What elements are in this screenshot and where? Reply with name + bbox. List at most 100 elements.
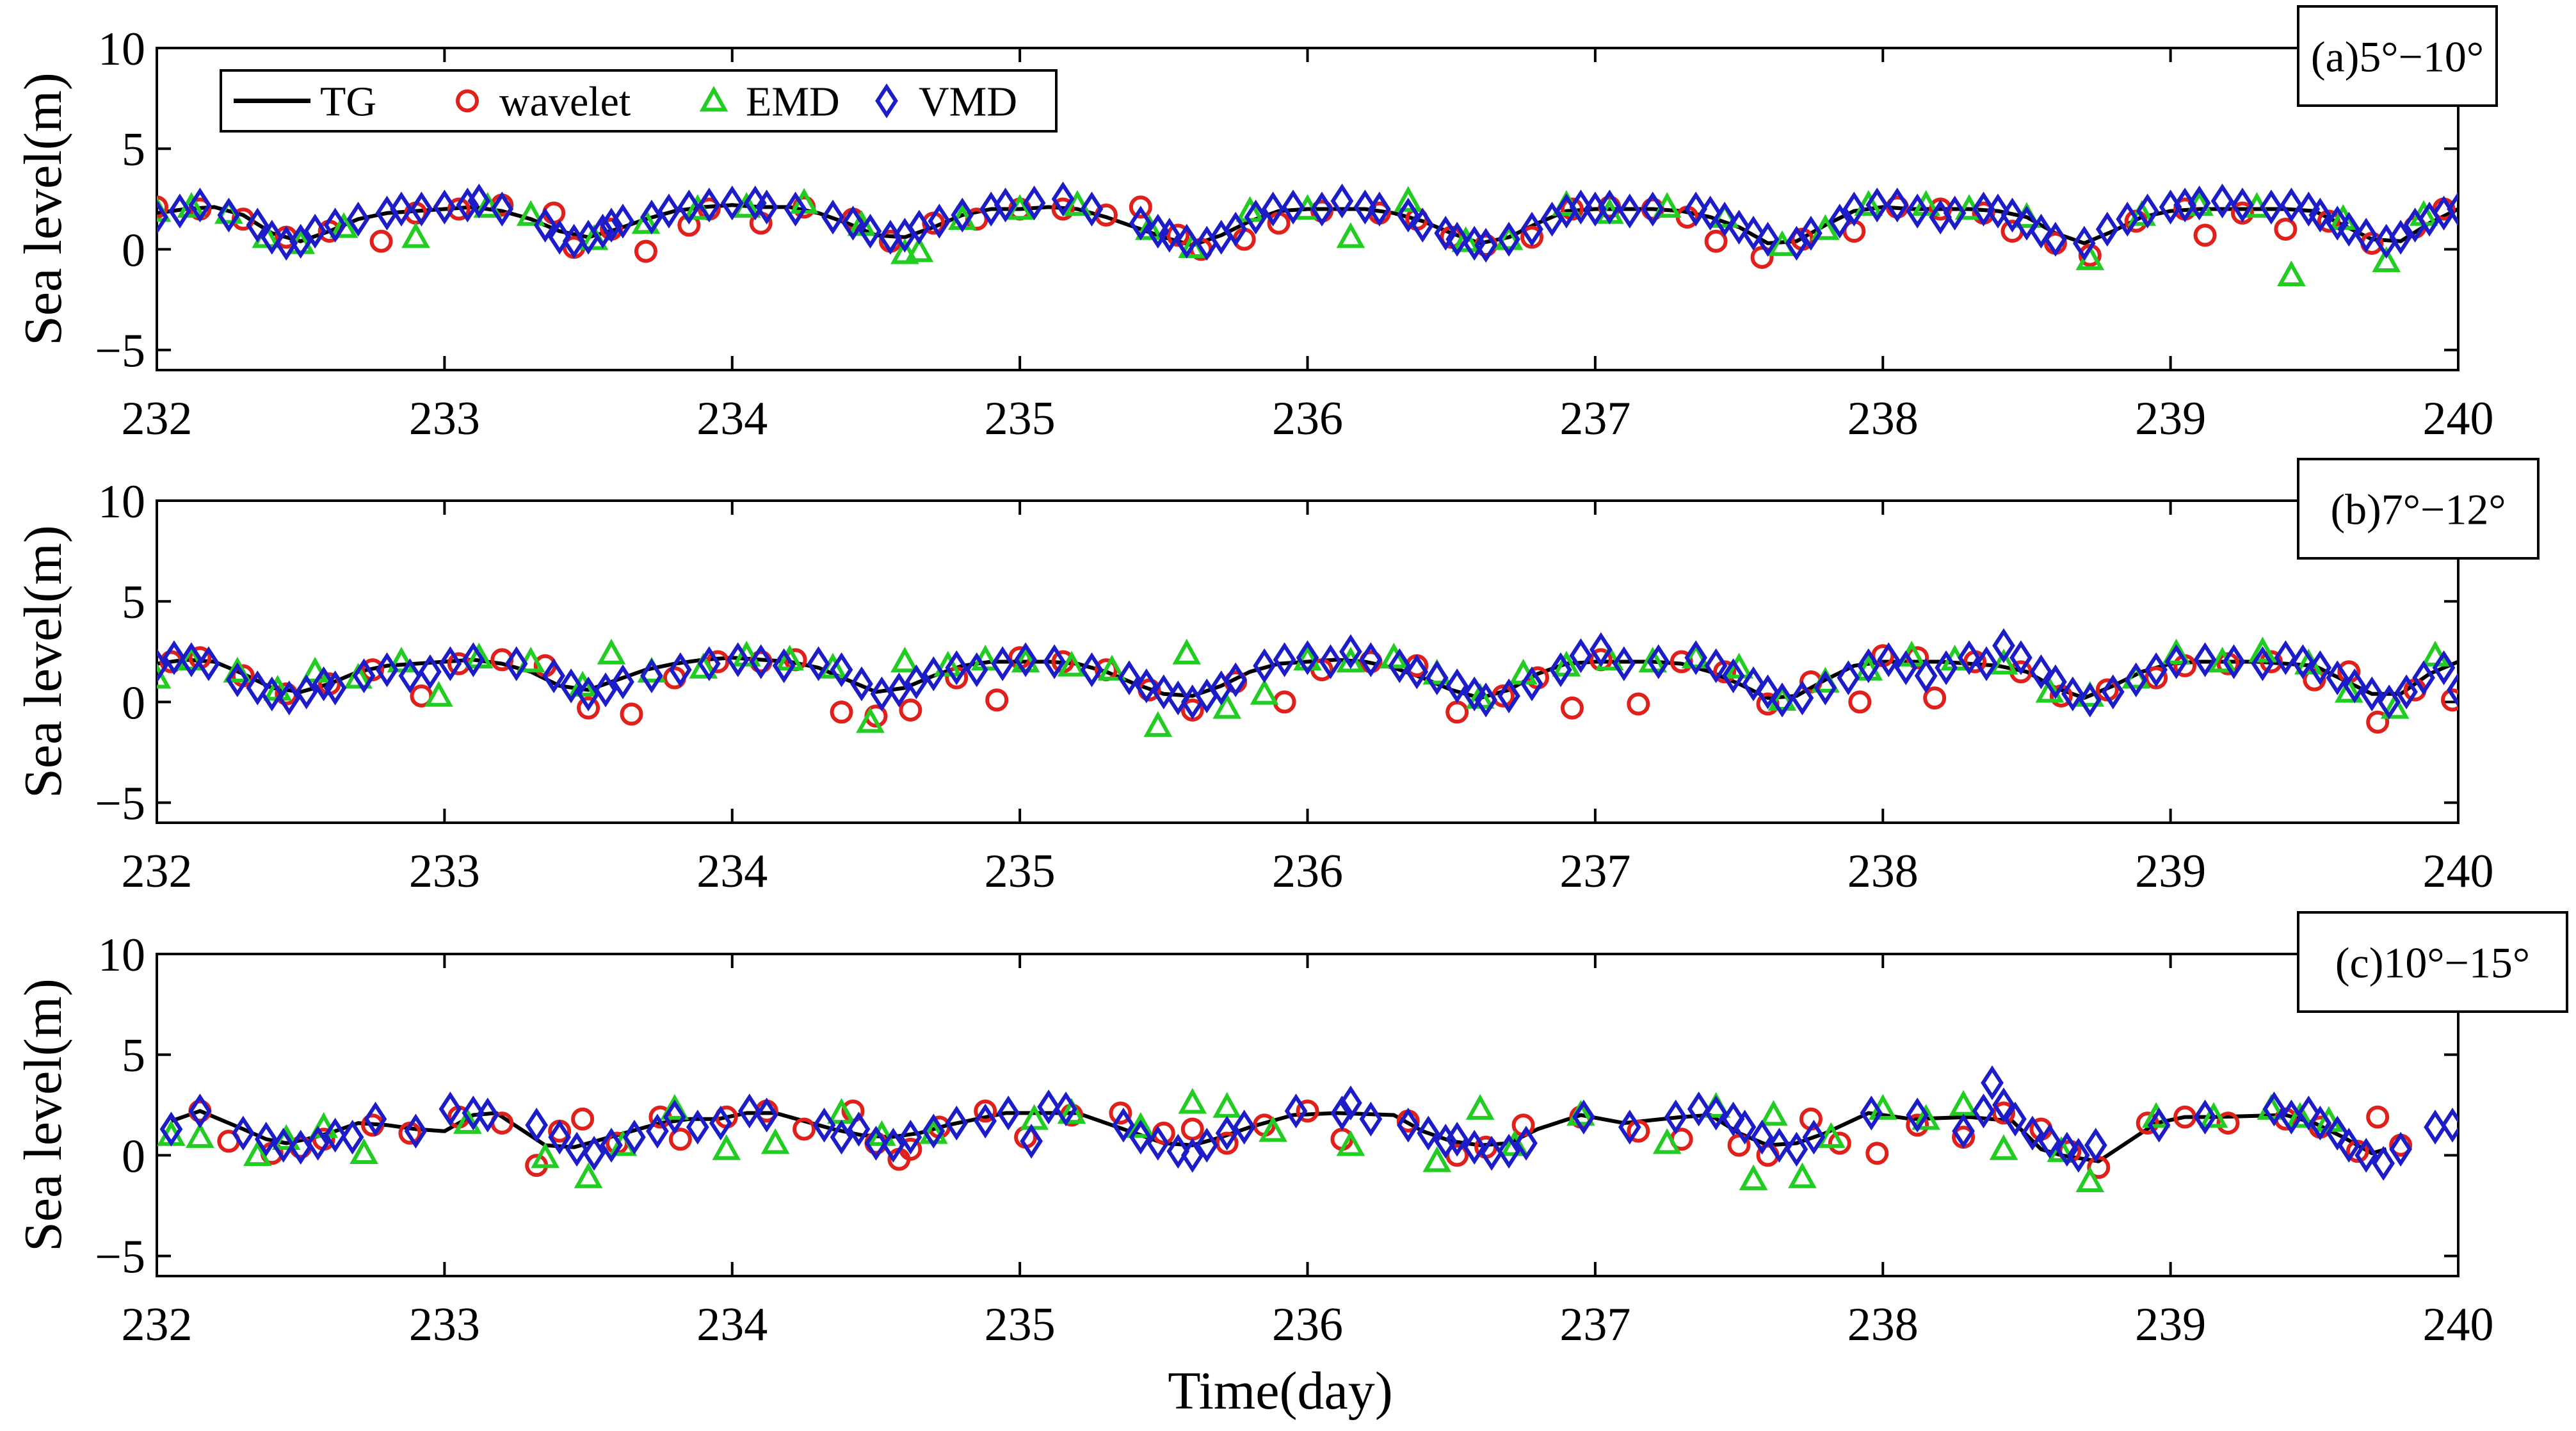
data-point-vmd [1814, 670, 1837, 706]
data-point-vmd [1756, 222, 1780, 257]
data-point-vmd [905, 664, 928, 700]
data-point-vmd [928, 204, 951, 239]
data-point-vmd [504, 646, 528, 681]
data-point-vmd [225, 662, 249, 698]
data-point-vmd [1051, 181, 1075, 217]
data-point-vmd [1425, 660, 1449, 695]
data-point-vmd [1641, 191, 1664, 227]
data-point-wavelet [634, 239, 657, 263]
legend-triangle-icon [699, 86, 729, 112]
data-point-emd [350, 1138, 378, 1165]
data-point-vmd [965, 652, 988, 688]
data-point-emd [329, 212, 358, 238]
data-point-vmd [2291, 644, 2315, 679]
data-point-vmd [2072, 225, 2096, 261]
data-point-vmd [1877, 642, 1901, 677]
data-point-emd [1212, 693, 1242, 719]
x-tick-label: 239 [2135, 845, 2206, 898]
data-point-vmd [456, 187, 479, 223]
data-point-emd [1725, 652, 1753, 679]
data-point-vmd [1353, 190, 1377, 225]
data-point-vmd [197, 646, 220, 681]
data-point-vmd [1244, 199, 1268, 235]
data-point-vmd [159, 1112, 183, 1147]
data-point-emd [1097, 654, 1127, 681]
x-tick-label: 232 [122, 845, 193, 898]
panel-annotation: (b)7°−12° [2330, 485, 2506, 534]
data-point-vmd [323, 207, 347, 243]
data-point-vmd [1497, 1133, 1520, 1169]
data-point-vmd [559, 668, 583, 704]
data-point-vmd [1549, 652, 1572, 688]
data-point-vmd [1885, 187, 1909, 223]
data-point-vmd [1463, 676, 1486, 712]
data-point-emd [1451, 226, 1481, 252]
data-point-vmd [974, 1103, 997, 1139]
x-tick-label: 233 [409, 392, 480, 445]
x-tick-label: 233 [409, 845, 480, 898]
data-point-vmd [1445, 1122, 1469, 1157]
data-point-vmd [2432, 650, 2456, 686]
data-point-vmd [2044, 664, 2067, 700]
data-point-vmd [2326, 206, 2349, 241]
data-point-wavelet [1180, 698, 1204, 722]
y-tick-label: −5 [95, 778, 145, 830]
data-point-vmd [709, 1105, 732, 1141]
data-point-vmd [1166, 1133, 1190, 1169]
data-point-vmd [2337, 1128, 2361, 1163]
data-point-vmd [2004, 1101, 2027, 1137]
data-point-vmd [1906, 1097, 1929, 1133]
data-point-vmd [1166, 680, 1190, 716]
data-point-vmd [231, 1115, 255, 1151]
x-tick-label: 238 [1847, 392, 1919, 445]
data-point-vmd [908, 209, 931, 245]
panel-annotation-box [2297, 911, 2568, 1013]
data-point-wavelet [620, 702, 643, 726]
data-point-vmd [1022, 185, 1046, 221]
data-point-vmd [720, 185, 744, 221]
data-point-vmd [2337, 211, 2361, 247]
panel-annotation: (a)5°−10° [2311, 33, 2484, 81]
x-tick-label: 235 [985, 392, 1056, 445]
data-point-vmd [2308, 650, 2332, 686]
data-point-emd [660, 1094, 689, 1120]
data-point-vmd [1339, 634, 1362, 670]
data-point-wavelet [571, 1107, 595, 1131]
data-point-emd [568, 670, 597, 697]
data-point-emd [1063, 190, 1092, 216]
data-point-wavelet [1627, 692, 1650, 716]
data-point-vmd [881, 1128, 905, 1163]
data-point-emd [1652, 1128, 1682, 1154]
data-point-vmd [2193, 1099, 2217, 1135]
panel-b: 232 233 234 235 236 237 238 239 240 −5 0 5 10 Sea lev… [13, 458, 2540, 898]
data-point-vmd [2015, 206, 2038, 241]
data-point-vmd [1972, 191, 1995, 227]
data-point-vmd [303, 213, 326, 249]
data-point-vmd [548, 220, 571, 255]
series-line-tg [170, 1109, 2387, 1163]
legend-label: TG [320, 79, 376, 125]
data-point-wavelet [1520, 225, 1544, 249]
data-point-vmd [1590, 632, 1613, 667]
data-point-vmd [439, 646, 462, 681]
data-point-vmd [1837, 660, 1860, 695]
data-point-wavelet [2441, 688, 2458, 712]
data-point-vmd [830, 1119, 853, 1155]
data-point-emd [177, 644, 206, 671]
data-point-emd [1057, 1097, 1086, 1124]
data-point-wavelet [1828, 1131, 1851, 1155]
x-tick-label: 236 [1272, 845, 1343, 898]
data-point-vmd [1129, 1119, 1152, 1155]
data-point-vmd [1756, 674, 1780, 709]
data-point-vmd [1981, 1065, 2004, 1101]
data-point-wavelet [1051, 197, 1075, 221]
x-tick-label: 240 [2423, 1298, 2494, 1351]
data-point-vmd [755, 1097, 778, 1133]
data-point-vmd [945, 650, 969, 686]
data-point-vmd [2326, 1115, 2349, 1151]
data-point-vmd [1598, 190, 1622, 225]
data-point-vmd [2355, 218, 2378, 253]
data-point-emd [531, 1142, 560, 1168]
data-point-vmd [1339, 1085, 1362, 1120]
x-axis-label: Time(day) [1168, 1361, 1393, 1421]
